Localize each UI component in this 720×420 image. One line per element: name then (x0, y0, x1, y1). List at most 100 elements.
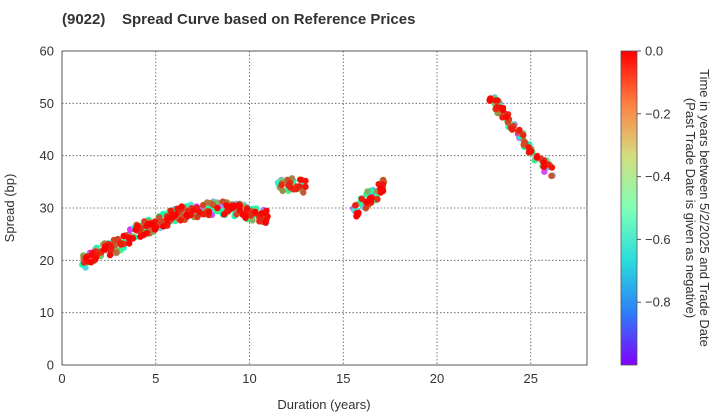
y-tick-label: 30 (40, 201, 54, 216)
data-point (297, 176, 304, 183)
y-tick-label: 10 (40, 305, 54, 320)
y-tick-label: 0 (47, 358, 54, 373)
data-point (194, 213, 201, 221)
data-point (247, 212, 255, 219)
data-point (541, 168, 548, 175)
chart-title: Spread Curve based on Reference Prices (122, 11, 415, 28)
data-point (196, 208, 203, 215)
data-point (88, 251, 95, 259)
data-point (200, 201, 207, 209)
data-point (379, 187, 387, 195)
data-point (499, 104, 507, 112)
data-point (520, 132, 527, 139)
y-tick-label: 40 (40, 148, 54, 163)
data-point (163, 215, 171, 223)
data-point (548, 172, 555, 180)
data-point (220, 211, 228, 218)
data-point (120, 232, 127, 240)
data-point (528, 148, 535, 155)
y-tick-label: 60 (40, 44, 54, 59)
data-point (83, 254, 90, 261)
data-point (258, 210, 265, 217)
data-point (354, 211, 361, 219)
y-axis-label: Spread (bp) (2, 174, 17, 243)
colorbar (620, 50, 638, 366)
data-point (540, 163, 548, 170)
x-axis-label: Duration (years) (277, 397, 370, 412)
x-tick-label: 5 (152, 371, 159, 386)
data-point (183, 211, 190, 218)
colorbar-tick-label: −0.6 (645, 232, 671, 247)
data-point (493, 104, 501, 111)
y-tick-label: 20 (40, 253, 54, 268)
data-point (113, 249, 120, 256)
data-point (205, 208, 213, 215)
data-point (521, 139, 529, 146)
data-point (352, 202, 359, 209)
data-point (364, 188, 371, 195)
data-point (503, 113, 510, 121)
data-point (516, 126, 523, 134)
data-point (486, 97, 493, 104)
x-tick-label: 15 (336, 371, 350, 386)
data-point (548, 164, 556, 171)
chart-title-code: (9022) (62, 11, 105, 28)
x-axis: 0 5 10 15 20 25 (58, 371, 538, 386)
data-point (87, 259, 95, 266)
data-point (296, 183, 303, 190)
data-point (363, 204, 370, 211)
data-point (279, 187, 286, 195)
data-point (229, 204, 236, 212)
data-point (126, 234, 133, 241)
data-point (178, 203, 185, 210)
data-point (249, 217, 256, 224)
data-point (157, 218, 165, 225)
data-point (358, 195, 365, 202)
colorbar-tick-label: −0.4 (645, 169, 671, 184)
plot-frame (61, 50, 588, 366)
data-point (509, 126, 516, 133)
data-point (177, 217, 184, 224)
data-point (151, 226, 159, 233)
data-point (101, 246, 108, 253)
data-point (302, 183, 309, 190)
x-tick-label: 25 (524, 371, 538, 386)
data-point (236, 204, 243, 211)
x-tick-label: 20 (430, 371, 444, 386)
colorbar-tick-label: −0.8 (645, 295, 671, 310)
colorbar-tick-label: 0.0 (645, 44, 663, 59)
data-point (533, 154, 541, 161)
data-point (172, 211, 179, 218)
colorbar-ticks: 0.0 −0.2 −0.4 −0.6 −0.8 (637, 44, 671, 310)
data-point (302, 177, 309, 185)
colorbar-label-line1: Time in years between 5/2/2025 and Trade… (697, 69, 712, 347)
data-point (300, 189, 307, 196)
data-point (160, 223, 167, 230)
data-point (214, 204, 221, 212)
colorbar-tick-label: −0.2 (645, 106, 671, 121)
data-point (107, 244, 115, 251)
data-point (139, 232, 147, 239)
data-point (190, 207, 197, 214)
scatter-points (79, 94, 556, 271)
data-point (374, 196, 381, 203)
colorbar-label-line2: (Past Trade Date is given as negative) (683, 98, 698, 318)
data-point (148, 221, 156, 228)
data-point (117, 241, 125, 248)
data-point (262, 218, 269, 225)
grid-lines (62, 51, 587, 365)
data-point (252, 208, 259, 216)
data-point (285, 182, 292, 189)
y-axis: 0 10 20 30 40 50 60 (40, 44, 54, 373)
data-point (126, 240, 133, 247)
y-tick-label: 50 (40, 96, 54, 111)
data-point (243, 205, 251, 212)
x-tick-label: 10 (242, 371, 256, 386)
data-point (241, 212, 249, 219)
data-point (380, 176, 387, 184)
data-point (106, 251, 114, 259)
x-tick-label: 0 (58, 371, 65, 386)
data-point (223, 202, 230, 209)
data-point (278, 181, 285, 189)
